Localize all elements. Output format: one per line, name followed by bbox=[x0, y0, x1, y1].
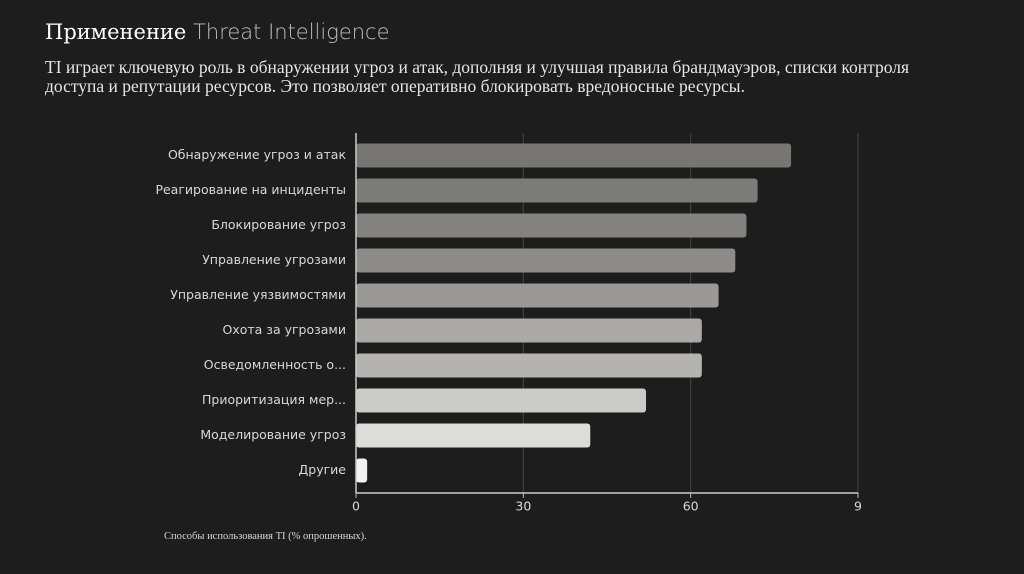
y-tick-label: Приоритизация мер... bbox=[202, 392, 346, 407]
bar bbox=[356, 178, 758, 203]
bar bbox=[356, 423, 591, 448]
bar bbox=[356, 353, 702, 378]
y-tick-label: Управление угрозами bbox=[202, 252, 346, 267]
x-tick-label: 9 bbox=[854, 499, 862, 514]
title-accent: Threat Intelligence bbox=[193, 20, 390, 44]
slide-title: Применение Threat Intelligence bbox=[45, 20, 390, 44]
y-tick-label: Обнаружение угроз и атак bbox=[168, 147, 346, 162]
x-tick-label: 30 bbox=[515, 499, 531, 514]
bar bbox=[356, 318, 702, 343]
bar bbox=[356, 388, 647, 413]
bar bbox=[356, 143, 792, 168]
y-tick-label: Другие bbox=[299, 462, 347, 477]
x-tick-label: 60 bbox=[683, 499, 699, 514]
y-tick-label: Охота за угрозами bbox=[223, 322, 347, 337]
bar bbox=[356, 283, 719, 308]
subtitle: TI играет ключевую роль в обнаружении уг… bbox=[45, 57, 910, 96]
y-tick-label: Управление уязвимостями bbox=[170, 287, 346, 302]
bar bbox=[356, 248, 736, 273]
y-tick-label: Блокирование угроз bbox=[211, 217, 346, 232]
x-tick-label: 0 bbox=[352, 499, 360, 514]
bar bbox=[356, 458, 368, 483]
title-main: Применение bbox=[45, 20, 187, 44]
y-tick-label: Реагирование на инциденты bbox=[155, 182, 346, 197]
caption: Способы использования TI (% опрошенных). bbox=[164, 531, 367, 542]
bar bbox=[356, 213, 747, 238]
y-tick-label: Моделирование угроз bbox=[200, 427, 346, 442]
y-tick-label: Осведомленность о... bbox=[204, 357, 346, 372]
